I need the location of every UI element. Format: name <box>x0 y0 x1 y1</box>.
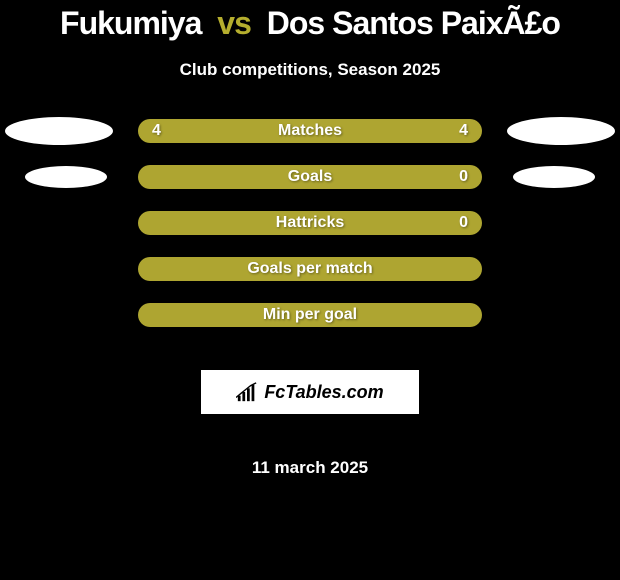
date-text: 11 march 2025 <box>252 458 368 478</box>
stat-label: Min per goal <box>263 306 357 324</box>
stat-value-left: 4 <box>152 122 172 140</box>
stat-bar-hattricks: Hattricks 0 <box>138 211 482 235</box>
logo-text: FcTables.com <box>264 382 383 403</box>
logo-content: FcTables.com <box>236 382 383 403</box>
right-ellipse <box>507 117 615 145</box>
stat-bar-goals: Goals 0 <box>138 165 482 189</box>
main-container: Fukumiya vs Dos Santos PaixÃ£o Club comp… <box>0 0 620 478</box>
stat-value-right: 4 <box>448 122 468 140</box>
stat-row-goals: Goals 0 <box>0 166 620 188</box>
stat-label: Goals per match <box>247 260 372 278</box>
stat-label: Hattricks <box>276 214 344 232</box>
stat-label: Matches <box>278 122 342 140</box>
stat-row-goals-per-match: Goals per match <box>0 258 620 280</box>
stat-bar-min-per-goal: Min per goal <box>138 303 482 327</box>
stat-label: Goals <box>288 168 332 186</box>
stats-area: 4 Matches 4 Goals 0 Hattricks <box>0 120 620 478</box>
stat-row-min-per-goal: Min per goal <box>0 304 620 326</box>
left-ellipse <box>5 117 113 145</box>
left-placeholder <box>5 166 113 188</box>
right-placeholder <box>507 166 615 188</box>
stat-value-right: 0 <box>448 168 468 186</box>
logo-box: FcTables.com <box>201 370 419 414</box>
chart-icon <box>236 382 258 402</box>
subtitle-text: Club competitions, Season 2025 <box>0 60 620 80</box>
stat-bar-goals-per-match: Goals per match <box>138 257 482 281</box>
player1-name: Fukumiya <box>60 5 201 41</box>
stat-bar-matches: 4 Matches 4 <box>138 119 482 143</box>
stat-row-matches: 4 Matches 4 <box>0 120 620 142</box>
left-ellipse <box>25 166 107 188</box>
player2-name: Dos Santos PaixÃ£o <box>267 5 560 41</box>
right-ellipse <box>513 166 595 188</box>
stat-value-right: 0 <box>448 214 468 232</box>
vs-text: vs <box>217 5 251 41</box>
comparison-title: Fukumiya vs Dos Santos PaixÃ£o <box>0 5 620 42</box>
stat-row-hattricks: Hattricks 0 <box>0 212 620 234</box>
